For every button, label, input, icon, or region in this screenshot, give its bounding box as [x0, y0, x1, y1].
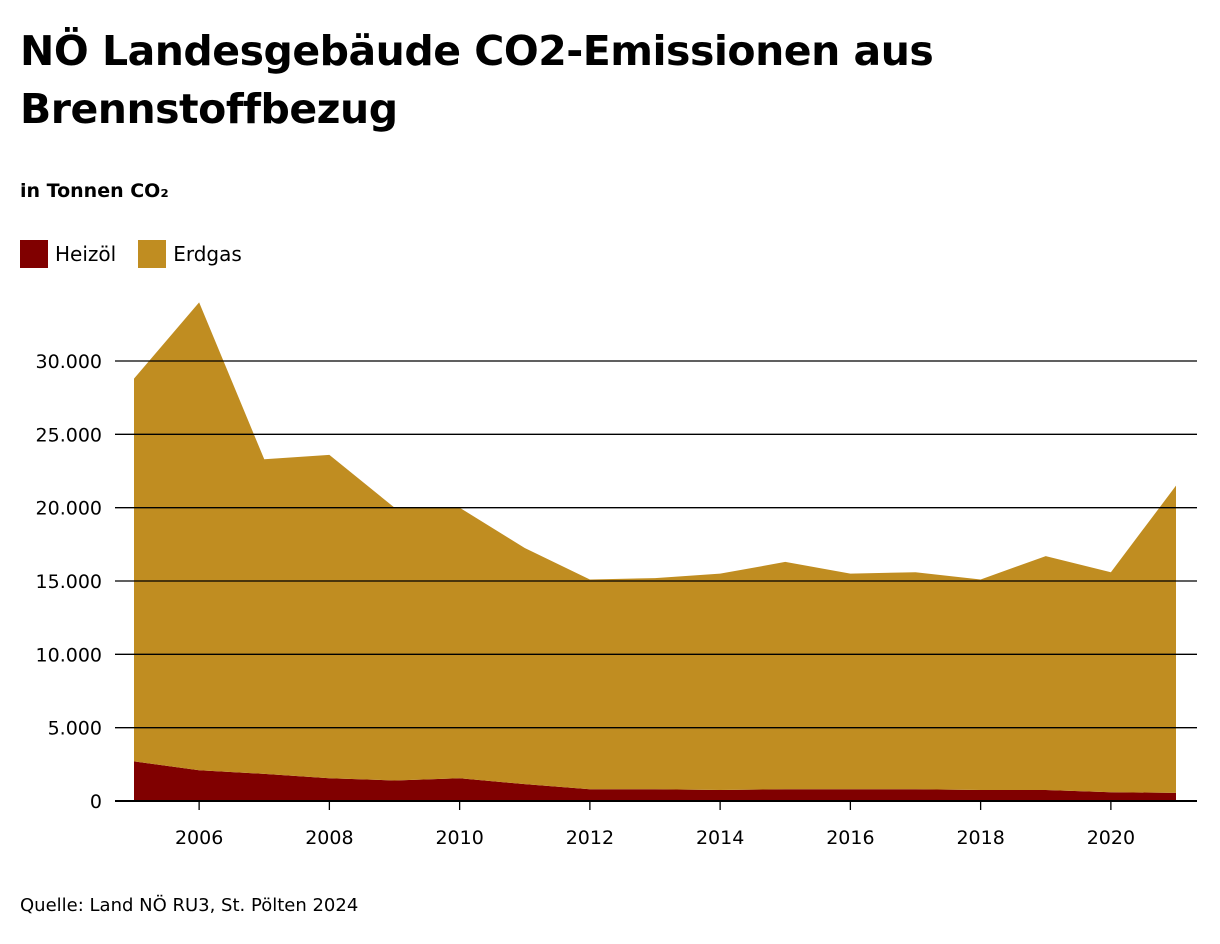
x-tick-label: 2006: [175, 827, 223, 849]
legend: Heizöl Erdgas: [20, 240, 242, 268]
x-tick-label: 2014: [696, 827, 744, 849]
x-tick-label: 2018: [956, 827, 1004, 849]
legend-item-heizoel: Heizöl: [20, 240, 116, 268]
legend-item-erdgas: Erdgas: [138, 240, 242, 268]
legend-label-erdgas: Erdgas: [173, 242, 242, 266]
chart-subtitle: in Tonnen CO₂: [20, 180, 169, 202]
y-tick-label: 20.000: [36, 498, 102, 520]
x-tick-label: 2016: [826, 827, 874, 849]
legend-swatch-erdgas: [138, 240, 167, 268]
y-tick-label: 0: [90, 791, 102, 813]
y-tick-label: 30.000: [36, 351, 102, 373]
x-tick-label: 2010: [435, 827, 483, 849]
y-tick-label: 5.000: [48, 718, 102, 740]
x-tick-label: 2012: [566, 827, 614, 849]
area-heizoel: [134, 761, 1176, 801]
chart-title: NÖ Landesgebäude CO2-Emissionen aus Bren…: [20, 27, 934, 133]
y-tick-label: 10.000: [36, 644, 102, 666]
y-tick-label: 15.000: [36, 571, 102, 593]
area-erdgas: [134, 302, 1176, 793]
legend-label-heizoel: Heizöl: [55, 242, 117, 266]
y-tick-label: 25.000: [36, 424, 102, 446]
legend-swatch-heizoel: [20, 240, 48, 268]
x-tick-label: 2008: [305, 827, 353, 849]
source-note: Quelle: Land NÖ RU3, St. Pölten 2024: [20, 895, 359, 916]
x-tick-label: 2020: [1087, 827, 1135, 849]
